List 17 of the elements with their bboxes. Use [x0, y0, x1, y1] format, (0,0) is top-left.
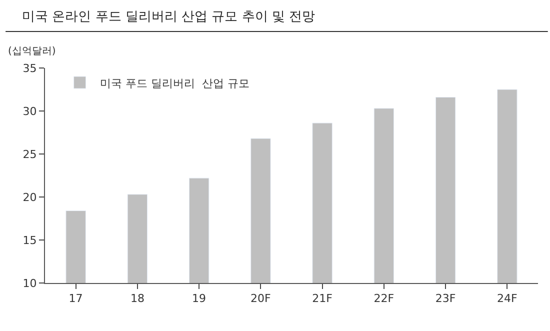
- legend-label: 미국 푸드 딜리버리 산업 규모: [100, 76, 250, 90]
- x-tick-label: 22F: [374, 292, 394, 306]
- chart-title: 미국 온라인 푸드 딜리버리 산업 규모 추이 및 전망: [22, 10, 316, 25]
- x-tick-label: 17: [68, 292, 83, 306]
- y-tick-label: 30: [22, 104, 37, 118]
- x-tick-label: 23F: [435, 292, 456, 306]
- y-tick-label: 25: [22, 148, 37, 161]
- x-tick-label: 24F: [497, 292, 518, 306]
- x-tick-label: 18: [130, 292, 144, 306]
- x-tick-label: 21F: [312, 292, 332, 306]
- y-tick-label: 15: [22, 234, 37, 247]
- y-tick-label: 20: [22, 190, 37, 204]
- y-axis-title: (십억달러): [8, 46, 56, 57]
- x-tick-label: 20F: [250, 292, 271, 306]
- y-tick-label: 35: [22, 62, 37, 75]
- y-tick-label: 10: [22, 276, 37, 290]
- x-tick-label: 19: [192, 292, 206, 306]
